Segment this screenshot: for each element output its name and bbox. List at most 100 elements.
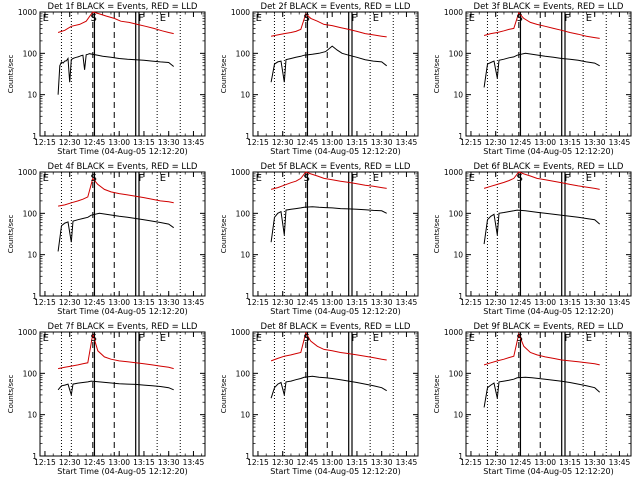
x-tick-label: 12:45 xyxy=(297,298,319,307)
y-tick-label: 1 xyxy=(245,132,250,141)
x-tick-label: 12:15 xyxy=(247,458,269,467)
det-chart-3: Det 3f BLACK = Events, RED = LLD 1 10 100 10… xyxy=(433,2,632,156)
x-tick-label: 12:30 xyxy=(272,298,294,307)
x-tick-label: 12:45 xyxy=(84,298,106,307)
interval-marker-label: E xyxy=(160,13,166,24)
x-tick-label: 12:30 xyxy=(272,458,294,467)
x-tick-label: 12:15 xyxy=(34,458,56,467)
y-tick-label: 1 xyxy=(458,452,463,461)
x-tick-label: 12:45 xyxy=(510,298,532,307)
interval-marker-label: S xyxy=(91,333,97,344)
y-tick-label: 10 xyxy=(240,251,250,260)
events-series-line xyxy=(270,206,387,243)
x-axis-label: Start Time (04-Aug-05 12:12:20) xyxy=(270,467,401,476)
interval-marker-label: E xyxy=(160,173,166,184)
y-axis-label: Counts/sec xyxy=(220,375,228,414)
interval-marker-label: S xyxy=(91,173,97,184)
interval-marker-label: S xyxy=(517,13,523,24)
det-chart-9: Det 9f BLACK = Events, RED = LLD 1 10 100 10… xyxy=(433,322,632,476)
lld-series-line xyxy=(483,11,600,39)
det-chart-8: Det 8f BLACK = Events, RED = LLD 1 10 100 10… xyxy=(220,322,419,476)
y-tick-label: 1000 xyxy=(231,328,250,337)
x-tick-label: 12:45 xyxy=(297,458,319,467)
plot-frame xyxy=(252,171,419,297)
x-tick-label: 13:15 xyxy=(133,298,155,307)
plot-frame xyxy=(465,171,632,297)
interval-marker-label: E xyxy=(43,173,49,184)
x-tick-label: 13:45 xyxy=(396,458,418,467)
x-tick-label: 13:15 xyxy=(346,138,368,147)
x-tick-label: 12:45 xyxy=(510,138,532,147)
chart-title: Det 5f BLACK = Events, RED = LLD xyxy=(261,162,411,172)
y-tick-label: 100 xyxy=(449,209,464,218)
x-tick-label: 13:00 xyxy=(534,138,556,147)
y-tick-label: 100 xyxy=(236,209,251,218)
x-tick-label: 13:30 xyxy=(371,298,393,307)
y-tick-label: 1 xyxy=(32,452,37,461)
x-tick-label: 13:45 xyxy=(396,138,418,147)
y-tick-label: 1 xyxy=(458,292,463,301)
events-series-line xyxy=(483,376,601,408)
plot-frame xyxy=(252,11,419,137)
x-axis-label: Start Time (04-Aug-05 12:12:20) xyxy=(57,307,188,316)
y-tick-label: 100 xyxy=(236,369,251,378)
x-tick-label: 13:30 xyxy=(158,298,180,307)
x-tick-label: 13:00 xyxy=(321,138,343,147)
y-axis-label: Counts/sec xyxy=(220,55,228,94)
x-axis-label: Start Time (04-Aug-05 12:12:20) xyxy=(270,307,401,316)
interval-marker-label: E xyxy=(586,173,592,184)
chart-title: Det 4f BLACK = Events, RED = LLD xyxy=(48,162,198,172)
y-tick-label: 100 xyxy=(449,369,464,378)
x-tick-label: 13:45 xyxy=(183,138,205,147)
y-tick-label: 1000 xyxy=(444,8,463,17)
y-axis-label: Counts/sec xyxy=(220,215,228,254)
y-tick-label: 10 xyxy=(453,251,463,260)
x-tick-label: 13:30 xyxy=(584,458,606,467)
events-series-line xyxy=(57,212,174,252)
y-axis-label: Counts/sec xyxy=(7,215,15,254)
det-chart-4: Det 4f BLACK = Events, RED = LLD 1 10 100 10… xyxy=(7,162,206,316)
interval-marker-label: S xyxy=(91,13,97,24)
x-tick-label: 12:15 xyxy=(34,298,56,307)
x-tick-label: 13:30 xyxy=(158,138,180,147)
y-tick-label: 1 xyxy=(32,132,37,141)
interval-marker-label: E xyxy=(256,333,262,344)
interval-marker-label: E xyxy=(256,13,262,24)
x-tick-label: 13:00 xyxy=(108,138,130,147)
y-tick-label: 1000 xyxy=(444,328,463,337)
x-tick-label: 13:00 xyxy=(534,298,556,307)
y-axis-label: Counts/sec xyxy=(433,55,441,94)
interval-marker-label: F xyxy=(564,173,570,184)
interval-marker-label: E xyxy=(160,333,166,344)
interval-marker-label: E xyxy=(43,13,49,24)
interval-marker-label: E xyxy=(469,333,475,344)
interval-marker-label: S xyxy=(517,173,523,184)
y-tick-label: 10 xyxy=(27,411,37,420)
lld-series-line xyxy=(483,332,600,366)
x-tick-label: 12:30 xyxy=(485,458,507,467)
y-axis-label: Counts/sec xyxy=(433,375,441,414)
y-tick-label: 100 xyxy=(449,49,464,58)
x-tick-label: 12:30 xyxy=(59,138,81,147)
events-series-line xyxy=(270,375,387,399)
y-tick-label: 10 xyxy=(453,411,463,420)
x-tick-label: 13:15 xyxy=(346,298,368,307)
y-tick-label: 1000 xyxy=(18,328,37,337)
y-tick-label: 1000 xyxy=(231,168,250,177)
y-tick-label: 10 xyxy=(27,91,37,100)
x-tick-label: 13:30 xyxy=(158,458,180,467)
x-tick-label: 13:45 xyxy=(396,298,418,307)
events-series-line xyxy=(483,52,600,88)
y-tick-label: 100 xyxy=(23,369,38,378)
x-tick-label: 12:15 xyxy=(247,298,269,307)
interval-marker-label: F xyxy=(138,173,144,184)
interval-marker-label: S xyxy=(517,333,523,344)
x-tick-label: 13:15 xyxy=(559,298,581,307)
x-tick-label: 13:15 xyxy=(133,458,155,467)
plot-frame xyxy=(39,171,206,297)
y-tick-label: 10 xyxy=(240,411,250,420)
interval-marker-label: E xyxy=(256,173,262,184)
x-tick-label: 13:00 xyxy=(108,458,130,467)
x-tick-label: 12:30 xyxy=(59,298,81,307)
y-tick-label: 1000 xyxy=(18,8,37,17)
